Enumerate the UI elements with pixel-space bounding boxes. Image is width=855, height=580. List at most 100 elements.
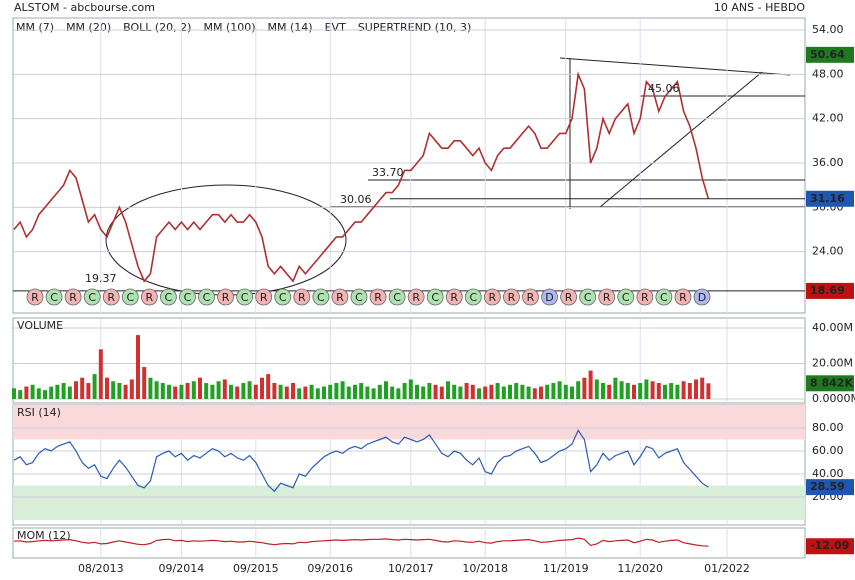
y-tick-label: 24.00 — [812, 245, 844, 258]
volume-bar — [303, 386, 308, 399]
signal-marker — [369, 288, 387, 306]
signal-label: C — [241, 291, 249, 304]
y-tick-label: 40.00M — [812, 321, 853, 334]
volume-bar — [253, 384, 258, 399]
signal-marker — [102, 288, 120, 306]
signal-label: R — [489, 291, 497, 304]
volume-bar — [61, 383, 66, 399]
signal-label: C — [203, 291, 211, 304]
volume-bar — [346, 386, 351, 399]
signal-marker — [674, 288, 692, 306]
volume-bar — [458, 386, 463, 399]
y-tick-label: 0.0000M — [812, 392, 855, 405]
volume-bar — [433, 384, 438, 399]
volume-bar — [117, 383, 122, 399]
signal-marker — [598, 288, 616, 306]
value-box-label: 18.69 — [810, 284, 845, 297]
signal-marker — [388, 288, 406, 306]
volume-bar — [92, 374, 97, 399]
series-line — [13, 537, 709, 547]
volume-bar — [427, 383, 432, 399]
signal-label: R — [298, 291, 306, 304]
volume-bar — [123, 384, 128, 399]
volume-bar — [594, 379, 599, 399]
volume-bar — [111, 381, 116, 399]
volume-bar — [607, 384, 612, 399]
volume-bar — [706, 383, 711, 399]
signal-marker — [159, 288, 177, 306]
series-line — [13, 71, 710, 283]
y-tick-label: 40.00 — [812, 467, 844, 480]
annotation-label: 30.06 — [340, 193, 372, 206]
signal-label: R — [450, 291, 458, 304]
y-tick-label: 60.00 — [812, 444, 844, 457]
signal-label: R — [31, 291, 39, 304]
volume-bar — [371, 388, 376, 399]
volume-bar — [470, 384, 475, 399]
volume-bar — [74, 381, 78, 399]
signal-label: C — [50, 291, 58, 304]
volume-bar — [477, 388, 481, 399]
volume-bar — [309, 384, 314, 399]
signal-label: D — [698, 291, 706, 304]
volume-bar — [105, 377, 109, 399]
signal-label: R — [641, 291, 649, 304]
volume-bar — [247, 381, 252, 399]
volume-bar — [284, 386, 289, 399]
value-box — [806, 46, 854, 63]
volume-bar — [340, 381, 345, 399]
y-tick-label: 80.00 — [812, 421, 844, 434]
volume-bar — [514, 383, 519, 399]
signal-label: R — [565, 291, 573, 304]
volume-bar — [278, 384, 283, 399]
signal-label: C — [165, 291, 173, 304]
volume-bar — [489, 384, 494, 399]
signal-label: R — [336, 291, 344, 304]
x-tick-label: 11/2019 — [543, 562, 589, 575]
x-tick-label: 09/2016 — [307, 562, 353, 575]
volume-bar — [179, 384, 184, 399]
volume-bar — [129, 379, 134, 399]
y-tick-label: 20.00M — [812, 357, 853, 370]
signal-marker — [522, 288, 539, 306]
signal-marker — [445, 288, 463, 306]
signal-marker — [407, 288, 425, 306]
volume-bar — [260, 377, 264, 399]
signal-label: C — [184, 291, 192, 304]
signal-label: R — [146, 291, 154, 304]
price-frame — [12, 17, 806, 314]
signal-marker — [198, 288, 215, 306]
volume-bar — [613, 377, 618, 399]
x-tick-label: 08/2013 — [78, 562, 124, 575]
volume-bar — [160, 383, 165, 399]
x-tick-label: 09/2015 — [233, 562, 279, 575]
volume-frame — [12, 317, 806, 404]
value-box-label: 8 842K — [810, 376, 853, 389]
volume-bar — [526, 386, 531, 399]
x-tick-label: 10/2017 — [388, 562, 434, 575]
volume-bar — [43, 390, 47, 399]
signal-label: C — [660, 291, 668, 304]
volume-bar — [210, 384, 215, 399]
series-line — [13, 429, 709, 493]
volume-bar — [12, 388, 16, 399]
value-box — [806, 538, 854, 555]
value-box-label: -12.09 — [810, 539, 849, 552]
volume-bar — [501, 386, 506, 399]
volume-bar — [644, 379, 649, 399]
volume-bar — [396, 388, 401, 399]
value-box-label: 31.16 — [810, 192, 845, 205]
volume-bar — [694, 379, 698, 399]
chart-subtitle: 10 ANS - HEBDO — [714, 1, 805, 14]
signal-marker — [617, 288, 635, 306]
signal-label: R — [374, 291, 382, 304]
signal-marker — [560, 288, 577, 306]
volume-bar — [390, 386, 395, 399]
y-tick-label: 42.00 — [812, 112, 844, 125]
volume-bar — [700, 377, 705, 399]
signal-marker — [503, 288, 520, 306]
signal-marker — [636, 288, 654, 306]
y-tick-label: 36.00 — [812, 156, 844, 169]
legend-entry: EVT — [325, 21, 346, 34]
